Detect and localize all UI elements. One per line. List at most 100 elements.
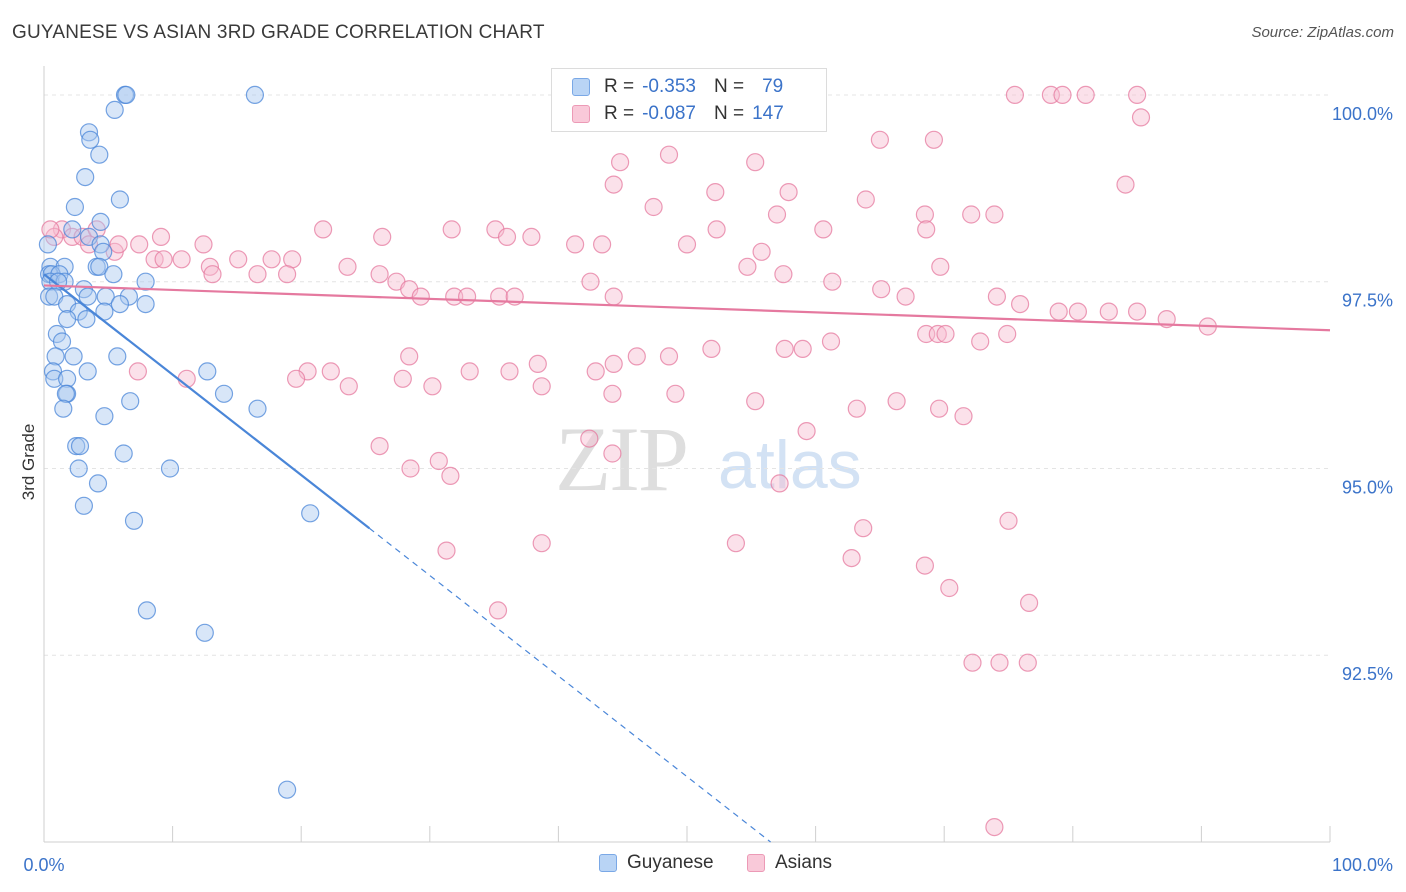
asians-point xyxy=(854,519,873,538)
asians-point xyxy=(928,324,947,344)
legend-item-guyanese[interactable]: Guyanese xyxy=(599,852,714,874)
asians-point xyxy=(870,130,890,149)
asians-point xyxy=(128,362,147,381)
guyanese-point xyxy=(90,257,109,276)
guyanese-point xyxy=(94,242,113,261)
guyanese-point xyxy=(54,399,73,418)
asians-point xyxy=(775,339,794,358)
asians-point xyxy=(887,392,906,411)
guyanese-point xyxy=(110,295,130,314)
guyanese-point xyxy=(39,287,59,306)
asians-point xyxy=(522,227,541,246)
asians-point xyxy=(1076,85,1095,105)
asians-point xyxy=(746,392,765,411)
asians-r-value: -0.087 xyxy=(642,103,696,124)
asians-point xyxy=(603,444,622,463)
asians-point xyxy=(1099,302,1118,321)
guyanese-trend-line xyxy=(43,273,371,530)
guyanese-point xyxy=(78,362,97,381)
asians-point xyxy=(442,220,461,239)
guyanese-point xyxy=(70,437,90,456)
asians-point xyxy=(1018,653,1037,672)
asians-point xyxy=(659,145,679,164)
asians-point xyxy=(990,653,1009,672)
guyanese-point xyxy=(245,85,264,105)
asians-point xyxy=(437,541,456,560)
asians-point xyxy=(774,265,793,284)
asians-legend-label: Asians xyxy=(775,852,833,873)
asians-point xyxy=(936,324,955,344)
y-tick-label: 92.5% xyxy=(1342,664,1393,684)
asians-n-value: 147 xyxy=(752,103,784,124)
guyanese-point xyxy=(136,295,155,314)
asians-point xyxy=(393,369,412,388)
asians-point xyxy=(603,384,622,403)
asians-point xyxy=(441,466,460,485)
asians-point xyxy=(370,265,389,284)
asians-point xyxy=(203,265,222,284)
asians-point xyxy=(985,205,1004,224)
asians-point xyxy=(999,511,1018,530)
asians-point xyxy=(400,347,419,366)
asians-point xyxy=(610,153,630,172)
asians-point xyxy=(130,235,149,254)
guyanese-point xyxy=(74,496,94,515)
y-tick-label: 100.0% xyxy=(1332,104,1393,124)
asians-point xyxy=(73,227,92,246)
asians-point xyxy=(109,235,128,254)
asians-point xyxy=(971,332,990,351)
asians-point xyxy=(172,250,191,269)
asians-point xyxy=(339,377,358,396)
guyanese-swatch xyxy=(572,78,590,96)
asians-point xyxy=(1131,108,1151,127)
guyanese-point xyxy=(301,504,320,523)
asians-point xyxy=(842,548,861,568)
asians-point xyxy=(429,451,448,471)
guyanese-point xyxy=(114,444,133,463)
asians-point xyxy=(604,354,623,373)
tick-labels: 92.5% 95.0% 97.5% 100.0% 0.0% 100.0% xyxy=(23,104,1393,875)
asians-point xyxy=(229,250,248,269)
asians-point xyxy=(872,280,891,299)
guyanese-point xyxy=(46,347,65,366)
asians-point xyxy=(702,339,721,358)
asians-point xyxy=(460,362,479,381)
asians-trend-line xyxy=(43,284,1331,332)
asians-point xyxy=(200,257,219,276)
r-label: R = xyxy=(604,76,635,97)
legend-row-guyanese: R = -0.353 N = 79 xyxy=(572,74,783,100)
asians-point xyxy=(528,354,547,373)
asians-point xyxy=(488,601,508,620)
asians-point xyxy=(1127,302,1147,321)
guyanese-point xyxy=(195,623,214,642)
asians-point xyxy=(962,205,981,224)
asians-point xyxy=(779,183,798,202)
guyanese-point xyxy=(57,310,77,329)
asians-point xyxy=(985,817,1004,837)
asians-point xyxy=(847,399,866,418)
asians-point xyxy=(896,287,915,306)
asians-point xyxy=(814,220,833,239)
asians-point xyxy=(998,324,1017,344)
guyanese-point xyxy=(214,384,234,403)
asians-point xyxy=(738,257,757,276)
guyanese-point xyxy=(105,100,124,120)
asians-point xyxy=(627,347,646,366)
asians-point xyxy=(580,429,599,448)
guyanese-point xyxy=(65,197,85,217)
watermark-zip: ZIP xyxy=(555,408,687,510)
asians-point xyxy=(458,287,477,306)
watermark-atlas: atlas xyxy=(718,427,862,503)
legend-item-asians[interactable]: Asians xyxy=(747,852,832,874)
asians-point xyxy=(1005,85,1025,105)
asians-point xyxy=(321,362,340,381)
guyanese-point xyxy=(160,459,180,478)
legend-row-asians: R = -0.087 N = 147 xyxy=(572,101,784,127)
guyanese-point xyxy=(136,272,155,291)
guyanese-legend-label: Guyanese xyxy=(627,852,714,873)
guyanese-point xyxy=(104,265,123,284)
y-axis-label: 3rd Grade xyxy=(19,424,38,501)
asians-point xyxy=(604,287,623,306)
asians-point xyxy=(194,235,213,254)
